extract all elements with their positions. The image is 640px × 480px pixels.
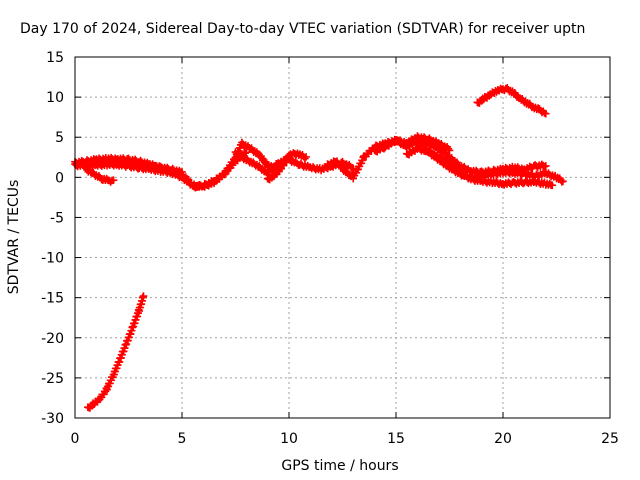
y-tick-label: -25 (41, 371, 64, 387)
x-tick-label: 0 (71, 431, 80, 447)
data-point (139, 292, 148, 300)
x-tick-label: 5 (178, 431, 187, 447)
y-axis-title: SDTVAR / TECUs (6, 180, 22, 295)
y-tick-labels: -30 -25 -20 -15 -10 -5 0 5 10 15 (41, 50, 64, 427)
data-point (109, 176, 118, 184)
data-point (548, 181, 557, 190)
data-point (559, 177, 567, 186)
y-tick-label: 10 (46, 90, 64, 106)
data-points (71, 84, 567, 412)
y-tick-label: 15 (46, 50, 64, 66)
plot-frame (74, 56, 611, 419)
series-track-l (473, 84, 550, 118)
y-tick-label: -10 (41, 251, 64, 267)
y-tick-label: 0 (55, 170, 64, 186)
x-tick-label: 15 (387, 431, 405, 447)
grid-lines (75, 57, 610, 418)
y-tick-label: -15 (41, 291, 64, 307)
series-track-c (81, 164, 118, 186)
x-tick-label: 20 (494, 431, 512, 447)
data-point (542, 162, 550, 170)
chart-title: Day 170 of 2024, Sidereal Day-to-day VTE… (20, 21, 585, 37)
x-axis-title: GPS time / hours (281, 458, 398, 474)
data-point (445, 146, 454, 155)
series-track-d (103, 157, 186, 176)
data-point (178, 168, 186, 176)
series-track-g (263, 149, 310, 184)
y-tick-label: -20 (41, 331, 64, 347)
x-tick-label: 25 (601, 431, 619, 447)
y-tick-label: 5 (55, 130, 64, 146)
x-tick-label: 10 (280, 431, 298, 447)
x-tick-labels: 0 5 10 15 20 25 (71, 431, 619, 447)
tick-marks (74, 56, 611, 419)
series-track-m (84, 292, 148, 412)
data-point (542, 109, 550, 118)
y-tick-label: -30 (41, 411, 64, 427)
data-point (302, 153, 310, 161)
y-tick-label: -5 (50, 210, 64, 226)
series-track-k (413, 140, 567, 186)
